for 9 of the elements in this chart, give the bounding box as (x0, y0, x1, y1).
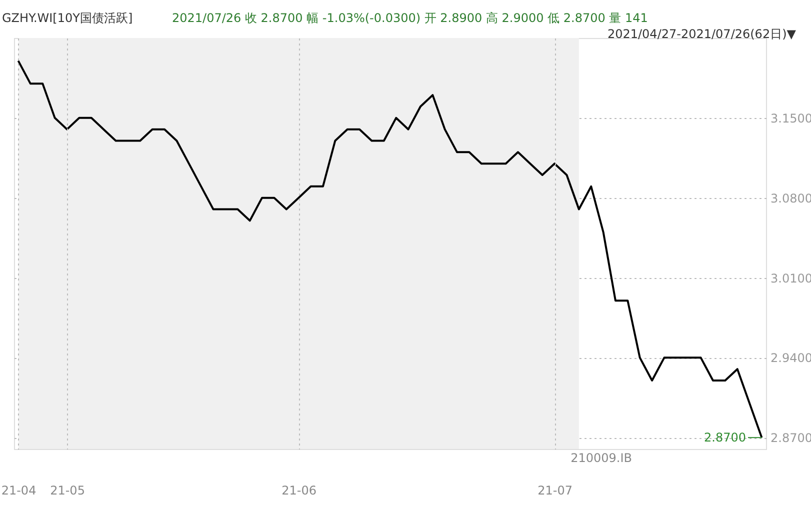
chart-title: GZHY.WI[10Y国债活跃] (2, 11, 133, 25)
text: 210009.IB (570, 451, 632, 465)
x-tick-label: 21-07 (538, 484, 572, 498)
x-tick-label: 21-05 (50, 484, 85, 498)
x-tick-label: 21-06 (282, 484, 317, 498)
annotation: 2.8700 (704, 430, 746, 445)
annotation: 2021/04/27-2021/07/26(62日)▼ (607, 27, 797, 41)
chart-subtitle: 2021/07/26 收 2.8700 幅 -1.03%(-0.0300) 开 2.8900 高 2.9000 低 2.8700 量 141 (172, 11, 648, 25)
x-tick-label: 21-04 (1, 484, 36, 498)
